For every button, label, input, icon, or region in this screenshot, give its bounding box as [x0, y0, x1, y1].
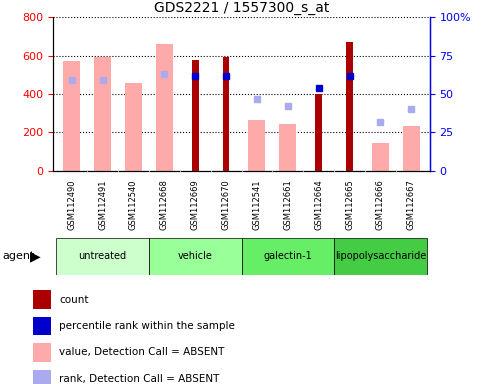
Text: galectin-1: galectin-1 [263, 251, 312, 262]
Bar [192, 60, 199, 171]
Text: percentile rank within the sample: percentile rank within the sample [59, 321, 235, 331]
Bar [315, 94, 322, 171]
Bar [403, 126, 420, 171]
Bar [33, 317, 51, 335]
Bar [334, 238, 427, 275]
Bar [149, 238, 242, 275]
Title: GDS2221 / 1557300_s_at: GDS2221 / 1557300_s_at [154, 1, 329, 15]
Bar [94, 57, 111, 171]
Text: GSM112666: GSM112666 [376, 179, 385, 230]
Bar [125, 83, 142, 171]
Text: ▶: ▶ [30, 249, 41, 263]
Text: agent: agent [2, 251, 35, 262]
Bar [156, 44, 173, 171]
Bar [372, 143, 389, 171]
Bar [346, 42, 353, 171]
Bar [63, 61, 80, 171]
Text: rank, Detection Call = ABSENT: rank, Detection Call = ABSENT [59, 374, 220, 384]
Bar [248, 120, 266, 171]
Bar [33, 290, 51, 309]
Text: value, Detection Call = ABSENT: value, Detection Call = ABSENT [59, 348, 225, 358]
Text: untreated: untreated [78, 251, 127, 262]
Text: GSM112665: GSM112665 [345, 179, 354, 230]
Bar [223, 57, 229, 171]
Bar [33, 370, 51, 384]
Text: lipopolysaccharide: lipopolysaccharide [335, 251, 426, 262]
Text: GSM112667: GSM112667 [407, 179, 416, 230]
Text: GSM112669: GSM112669 [191, 179, 199, 230]
Text: count: count [59, 295, 89, 305]
Text: GSM112540: GSM112540 [129, 179, 138, 230]
Text: GSM112541: GSM112541 [253, 179, 261, 230]
Bar [279, 124, 296, 171]
Bar [33, 343, 51, 362]
Bar [56, 238, 149, 275]
Text: GSM112491: GSM112491 [98, 179, 107, 230]
Bar [242, 238, 334, 275]
Text: GSM112664: GSM112664 [314, 179, 323, 230]
Text: GSM112490: GSM112490 [67, 179, 76, 230]
Text: GSM112661: GSM112661 [284, 179, 292, 230]
Text: GSM112668: GSM112668 [160, 179, 169, 230]
Text: vehicle: vehicle [178, 251, 213, 262]
Text: GSM112670: GSM112670 [222, 179, 230, 230]
